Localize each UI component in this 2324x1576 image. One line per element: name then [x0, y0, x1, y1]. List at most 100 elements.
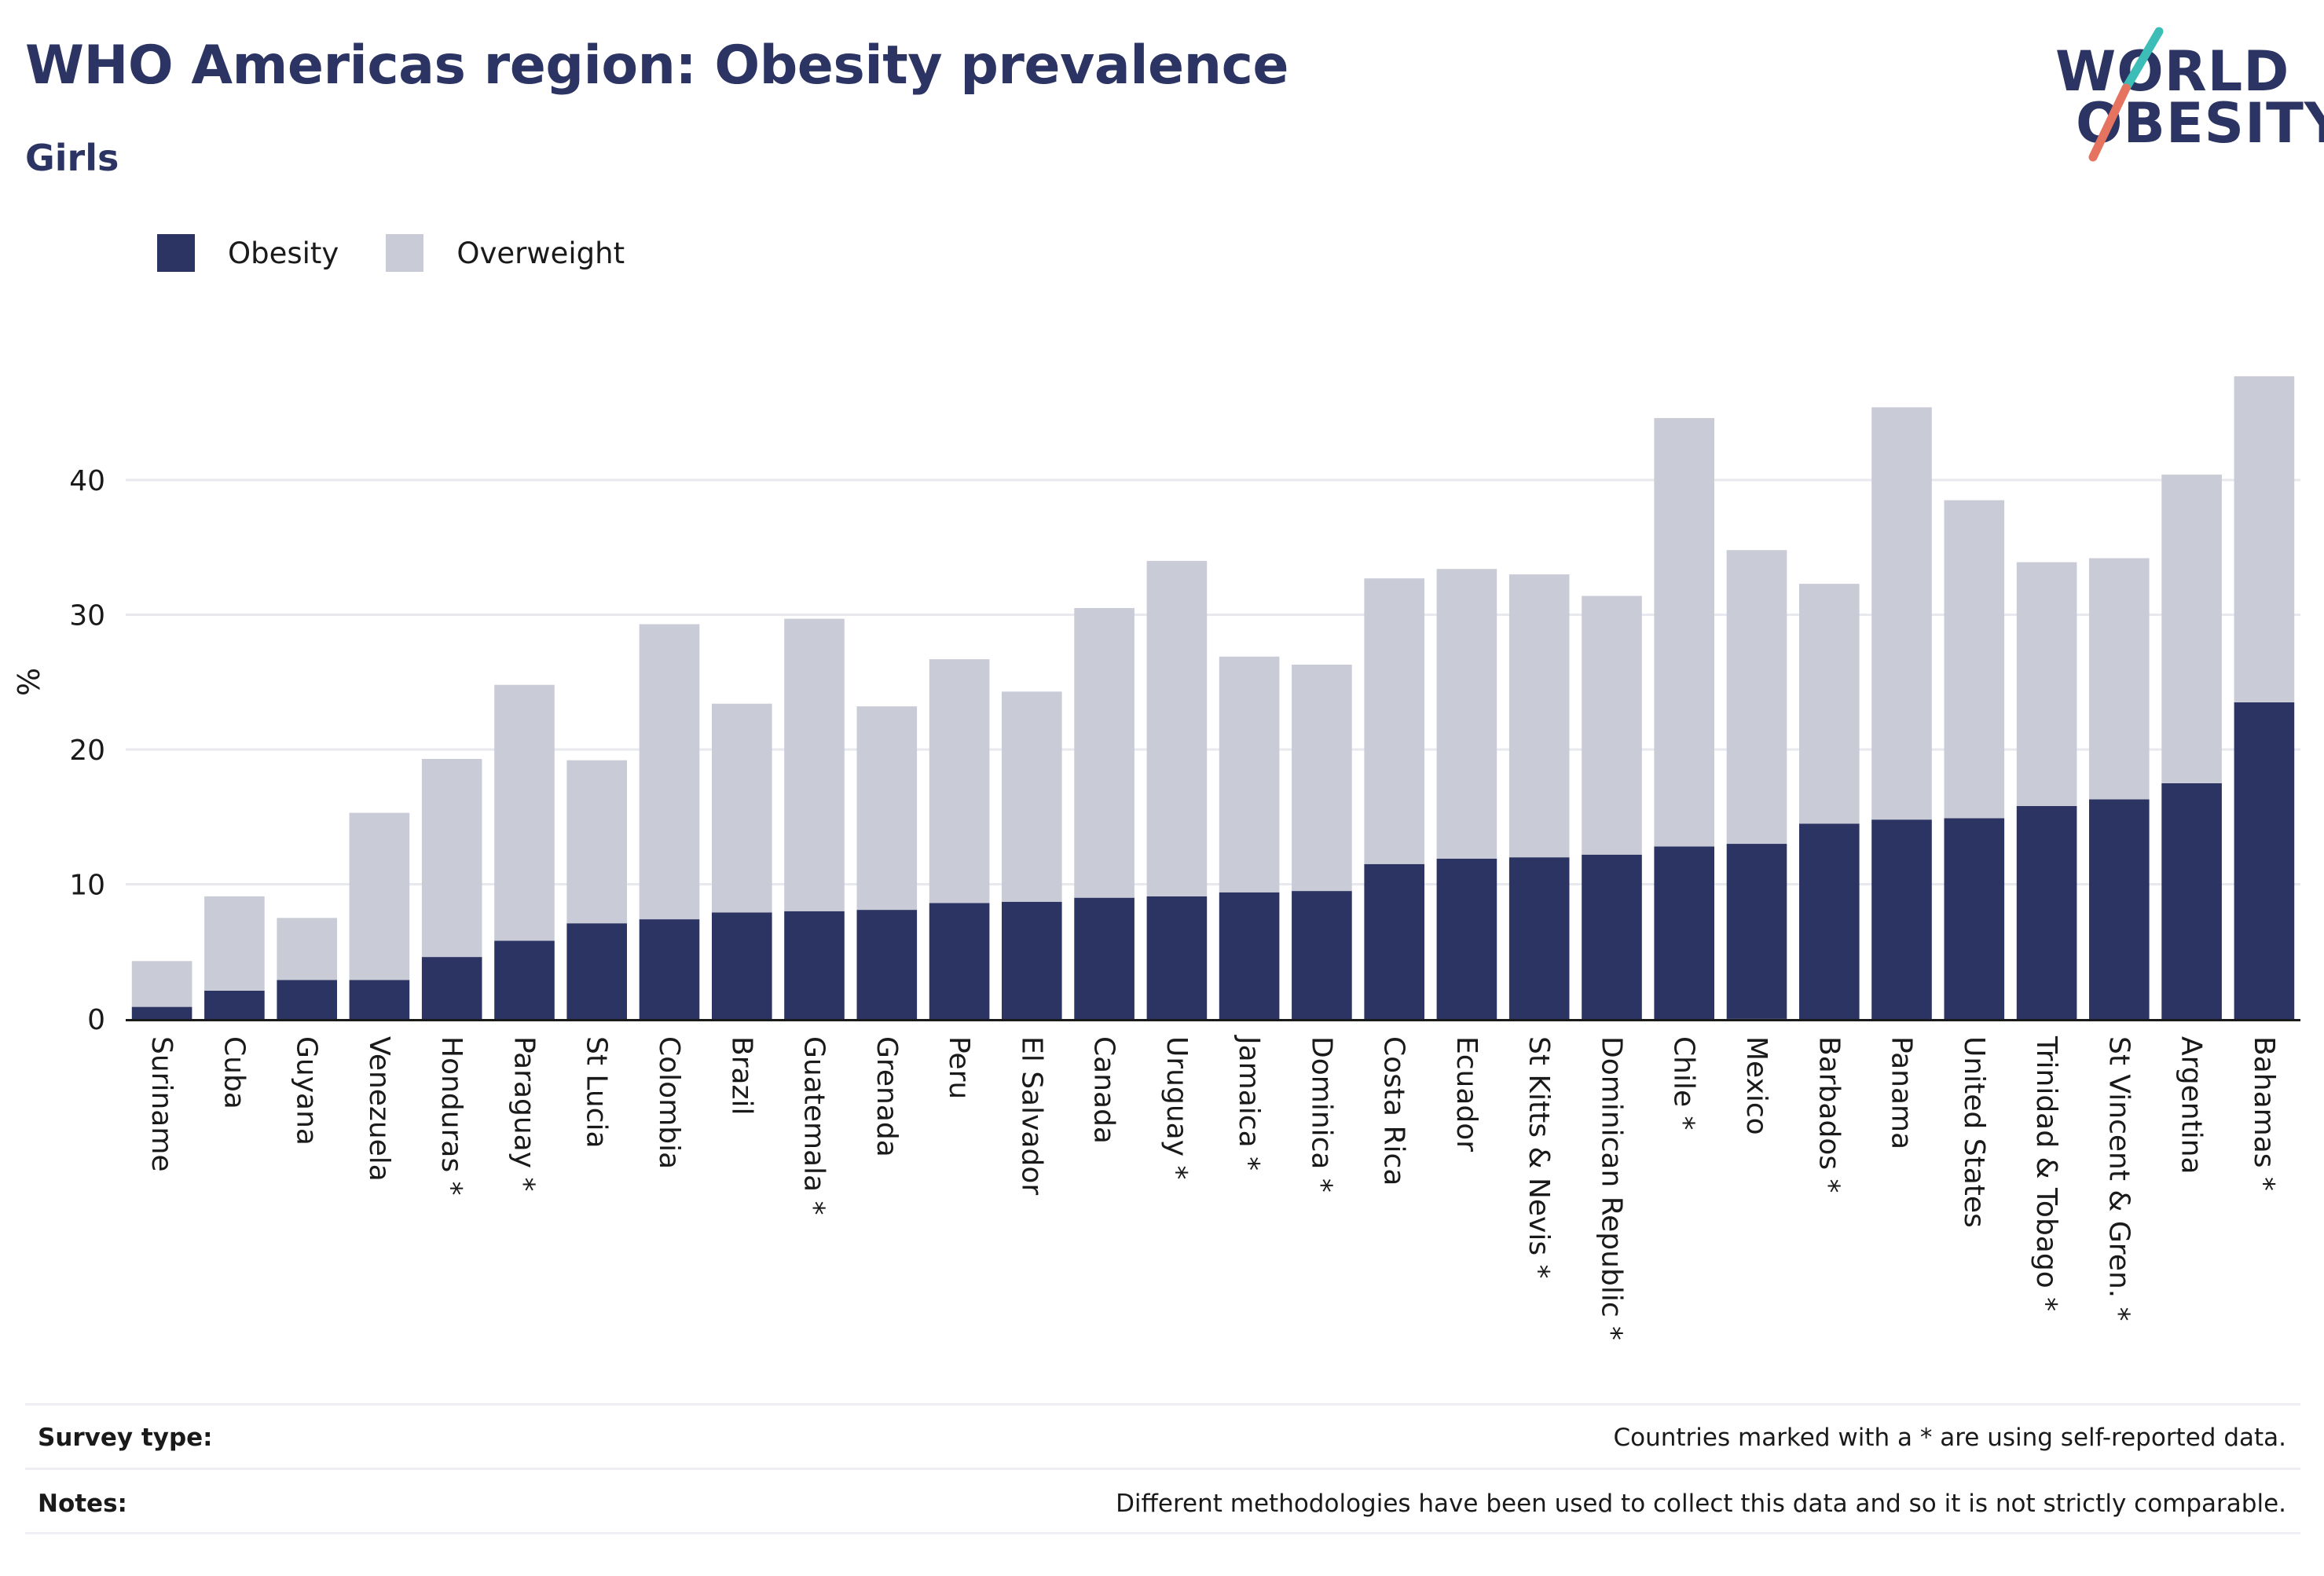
y-axis-label: %: [12, 668, 46, 696]
y-tick-label: 0: [87, 1004, 105, 1036]
chart-subtitle: Girls: [25, 137, 119, 179]
bar-obesity: [712, 912, 772, 1019]
bar-obesity: [1292, 891, 1352, 1019]
x-tick-label: Dominican Republic *: [1596, 1036, 1628, 1340]
bar-overweight: [1654, 418, 1714, 847]
x-tick-label: St Kitts & Nevis *: [1523, 1036, 1555, 1279]
bar-obesity: [494, 940, 555, 1019]
bar-overweight: [1146, 560, 1208, 896]
bar-overweight: [1944, 500, 2005, 819]
bar-obesity: [1871, 819, 1932, 1019]
x-tick-label: Mexico: [1740, 1036, 1772, 1135]
x-tick-label: Paraguay *: [508, 1036, 541, 1192]
bar-obesity: [929, 903, 990, 1019]
bar-overweight: [712, 703, 772, 913]
footer-divider: [25, 1468, 2300, 1470]
bar-obesity: [1074, 897, 1135, 1019]
bar-obesity: [1508, 857, 1570, 1019]
bar-obesity: [421, 957, 482, 1019]
bar-obesity: [2161, 783, 2222, 1019]
footer-divider: [25, 1403, 2300, 1406]
bar-obesity: [349, 980, 410, 1019]
bar-overweight: [639, 624, 700, 920]
bar-obesity: [1002, 901, 1062, 1019]
x-tick-label: Brazil: [725, 1036, 757, 1115]
bar-obesity: [639, 919, 700, 1019]
bar-obesity: [1219, 892, 1280, 1019]
bar-overweight: [2161, 475, 2222, 783]
x-tick-label: Trinidad & Tobago *: [2030, 1035, 2062, 1311]
x-tick-label: Cuba: [218, 1036, 250, 1109]
x-axis-labels: Suriname Cuba Guyana Venezuela Honduras * Par…: [145, 1035, 2280, 1340]
bar-overweight: [1871, 407, 1932, 820]
bar-overweight: [277, 918, 337, 980]
bar-obesity: [1654, 846, 1714, 1019]
bar-obesity: [131, 1006, 192, 1019]
bar-overweight: [2016, 562, 2077, 806]
bar-obesity: [566, 923, 627, 1019]
x-tick-label: Chile *: [1668, 1036, 1700, 1131]
y-tick-label: 30: [69, 600, 105, 632]
x-tick-label: Suriname: [145, 1036, 178, 1172]
bars: [131, 376, 2295, 1019]
y-tick-label: 40: [69, 465, 105, 497]
bar-overweight: [349, 812, 410, 980]
world-obesity-logo: WORLD OBESITY: [2043, 22, 2324, 163]
x-tick-label: Venezuela: [363, 1036, 395, 1182]
bar-obesity: [2234, 702, 2295, 1019]
bar-overweight: [1726, 550, 1787, 845]
bar-overweight: [1074, 607, 1135, 898]
bar-obesity: [2016, 806, 2077, 1019]
x-tick-label: Guyana: [291, 1036, 323, 1145]
x-tick-label: Barbados *: [1813, 1036, 1845, 1193]
chart-title: WHO Americas region: Obesity prevalence: [25, 35, 1289, 97]
x-tick-label: Ecuador: [1450, 1036, 1483, 1152]
bar-overweight: [2089, 558, 2150, 800]
bar-overweight: [1002, 691, 1062, 902]
bar-obesity: [277, 980, 337, 1019]
logo-slash-icon: [2088, 27, 2164, 162]
x-tick-label: Costa Rica: [1378, 1036, 1410, 1186]
legend-item-overweight: Overweight: [386, 234, 625, 272]
bar-overweight: [494, 684, 555, 941]
x-tick-label: Honduras *: [435, 1036, 467, 1196]
bar-overweight: [1508, 574, 1570, 858]
legend-swatch-obesity: [157, 234, 195, 272]
bar-overweight: [856, 706, 918, 911]
x-tick-label: Jamaica *: [1233, 1035, 1265, 1171]
bar-overweight: [1436, 569, 1497, 859]
bar-overweight: [131, 961, 192, 1007]
bar-overweight: [204, 896, 265, 991]
bar-overweight: [1219, 656, 1280, 892]
bar-overweight: [2234, 376, 2295, 702]
bar-obesity: [784, 911, 845, 1019]
stacked-bar-chart: 0 10 20 30 40 Suriname Cuba Guyana Venezuela Hon…: [12, 376, 2300, 1340]
x-tick-label: Argentina: [2176, 1036, 2208, 1175]
x-tick-label: Colombia: [653, 1036, 685, 1169]
x-tick-label: El Salvador: [1015, 1036, 1047, 1195]
notes-value: Different methodologies have been used t…: [1116, 1490, 2286, 1518]
legend-label-overweight: Overweight: [456, 236, 625, 270]
x-tick-label: St Vincent & Gren. *: [2102, 1036, 2135, 1321]
footer-divider: [25, 1532, 2300, 1534]
gridlines: [126, 478, 2300, 885]
legend-label-obesity: Obesity: [228, 236, 339, 270]
bar-overweight: [1799, 584, 1860, 824]
notes-label: Notes:: [38, 1490, 127, 1518]
x-tick-label: Bahamas *: [2248, 1036, 2280, 1191]
x-tick-label: Canada: [1088, 1036, 1120, 1144]
bar-obesity: [204, 991, 265, 1019]
bar-obesity: [1146, 896, 1208, 1019]
bar-overweight: [929, 659, 990, 903]
legend-item-obesity: Obesity: [157, 234, 339, 272]
bar-obesity: [1799, 823, 1860, 1019]
bar-obesity: [856, 910, 918, 1019]
x-tick-label: Guatemala *: [798, 1036, 830, 1215]
bar-overweight: [1292, 665, 1352, 892]
x-tick-label: St Lucia: [581, 1036, 613, 1149]
chart-legend: Obesity Overweight: [157, 234, 672, 272]
bar-overweight: [566, 760, 627, 924]
bar-overweight: [784, 618, 845, 911]
survey-type-value: Countries marked with a * are using self…: [1613, 1424, 2287, 1452]
bar-obesity: [1726, 844, 1787, 1019]
